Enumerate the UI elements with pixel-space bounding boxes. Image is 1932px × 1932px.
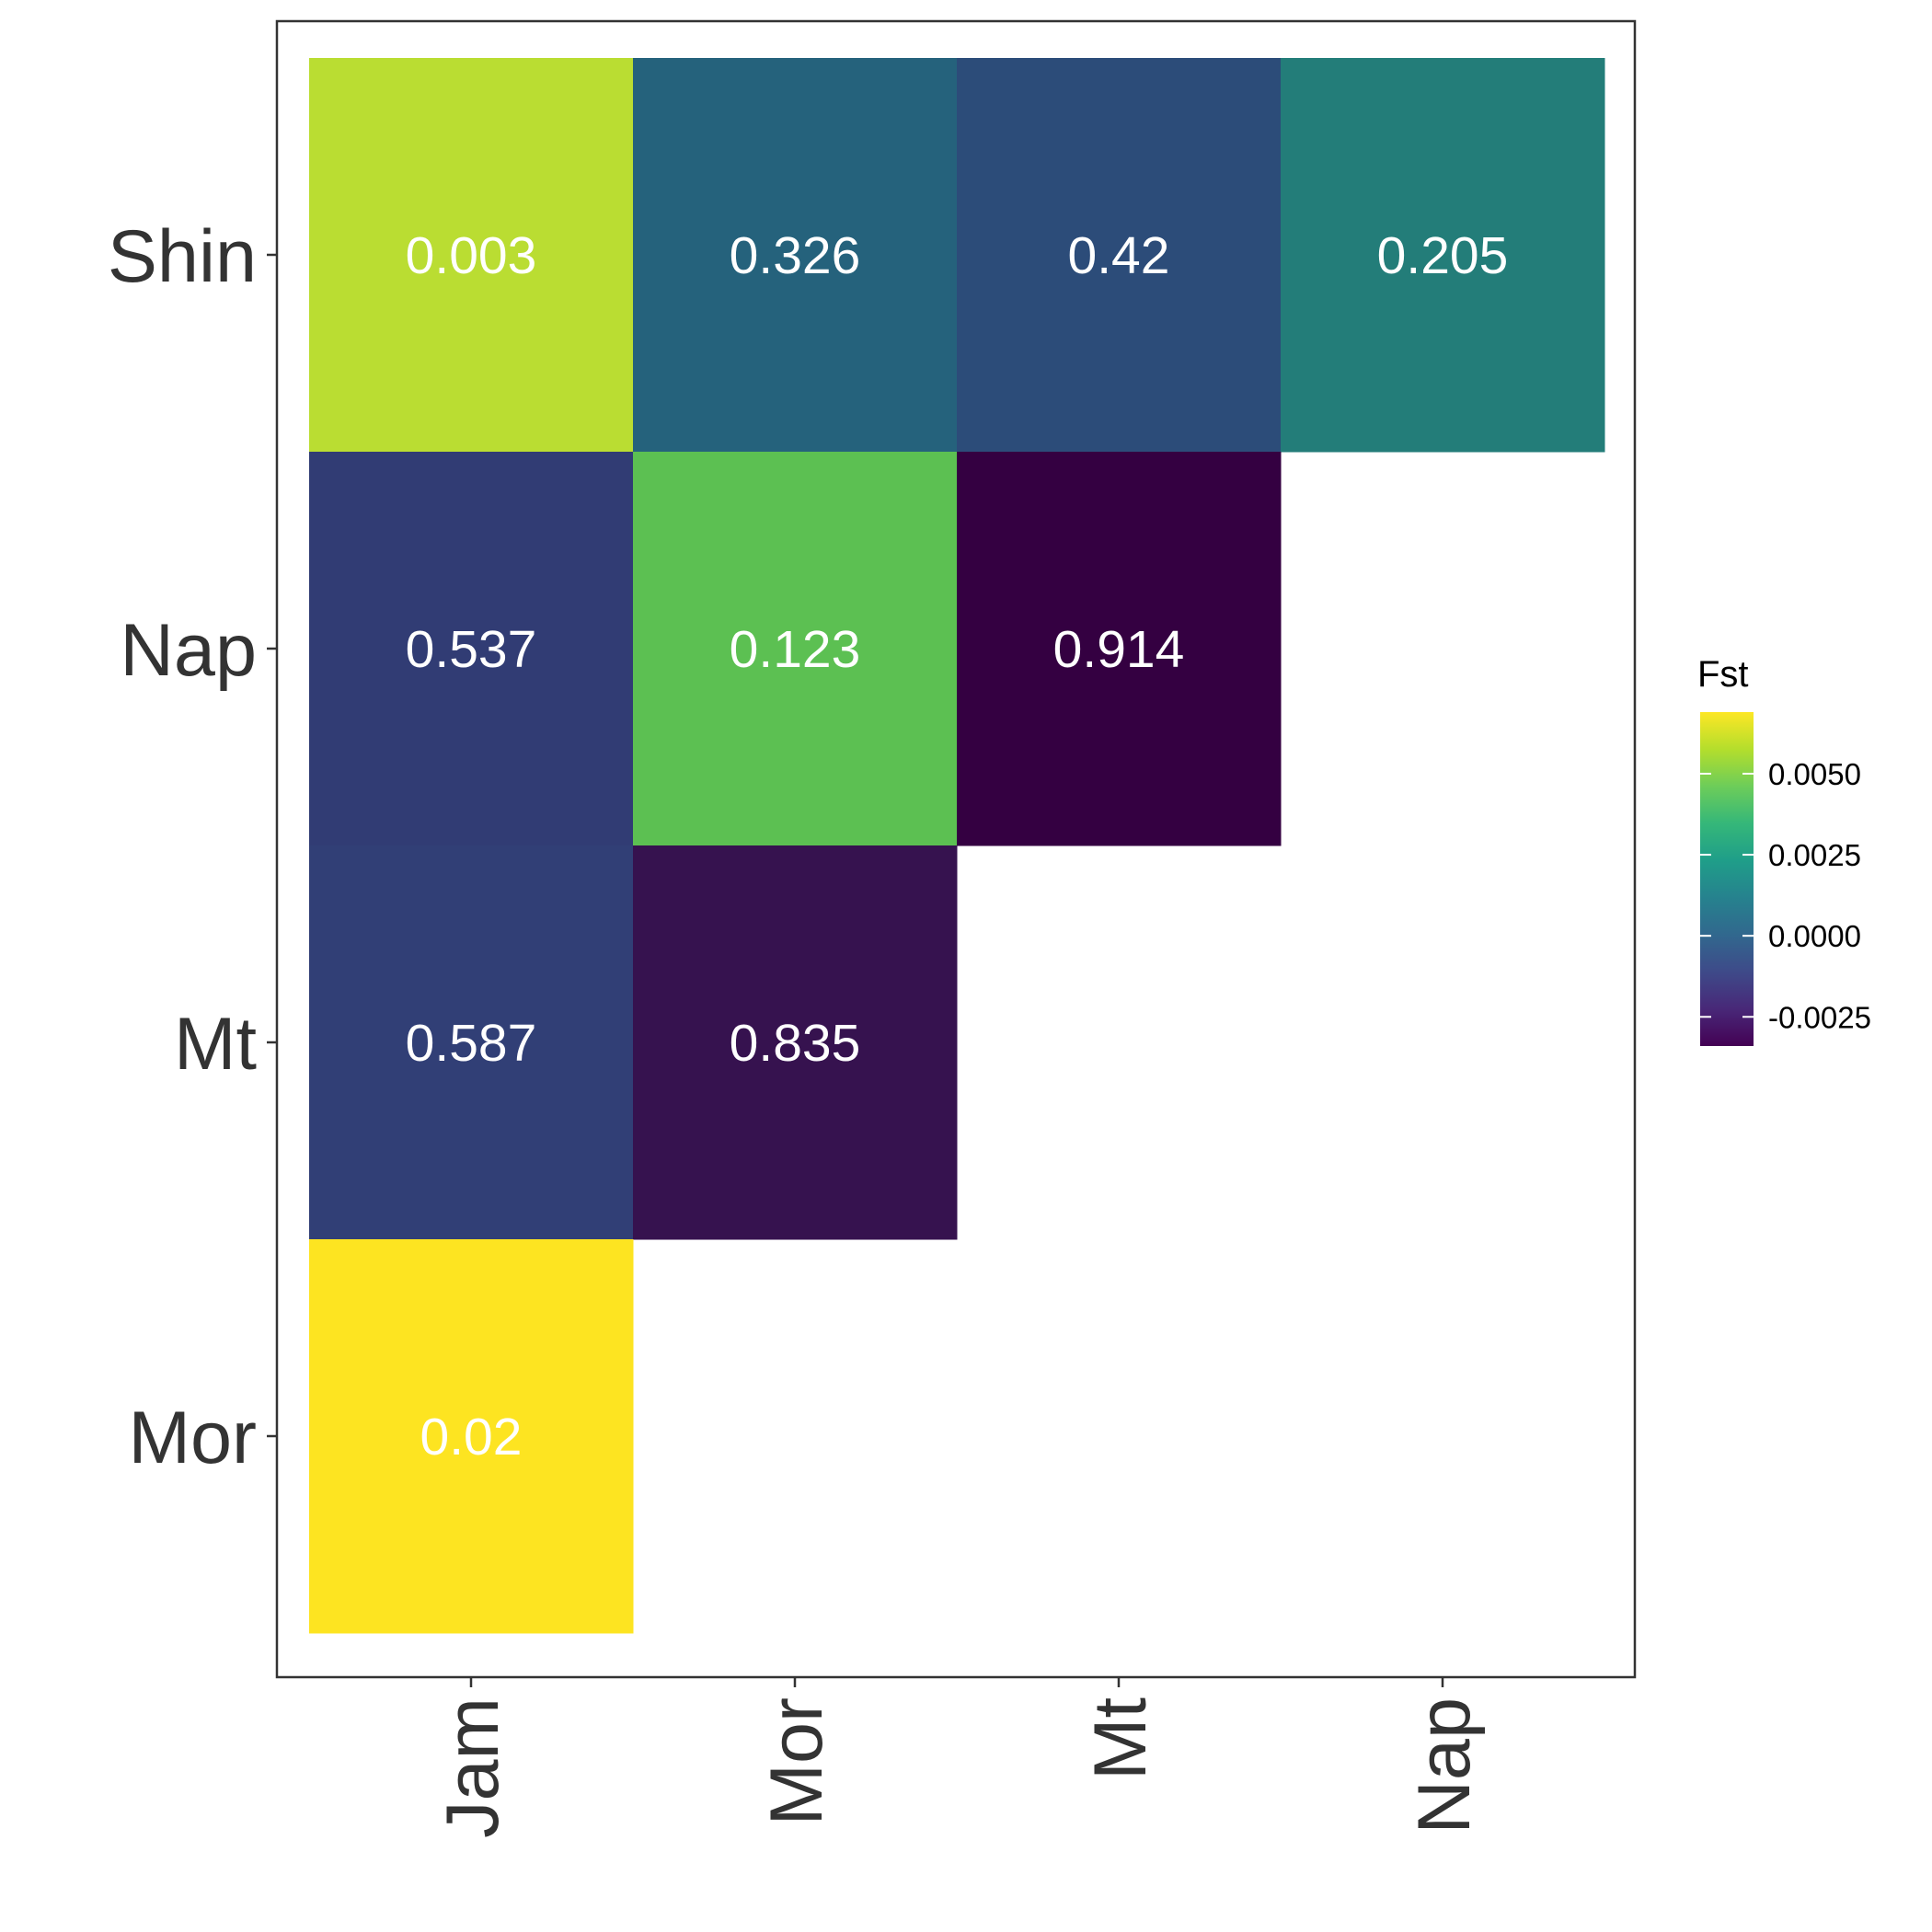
cell-value-label: 0.835 [730,1014,861,1073]
legend-tick-label: -0.0025 [1768,1000,1871,1034]
cell-value-label: 0.003 [406,226,537,285]
heatmap-cell-jam-nap [309,452,634,846]
heatmap-cell-mt-nap [957,452,1282,846]
heatmap-cell-jam-shin [309,58,634,453]
heatmap-cell-nap-shin [1281,58,1605,453]
y-tick-label-shin: Shin [108,215,257,298]
cell-value-label: 0.587 [406,1014,537,1073]
cell-value-label: 0.914 [1053,620,1185,679]
legend-colorbar [1700,712,1754,1046]
heatmap-cell-jam-mt [309,845,634,1240]
cell-value-label: 0.02 [420,1408,523,1466]
cell-value-label: 0.205 [1377,226,1509,285]
x-tick-label-nap: Nap [1403,1697,1486,1834]
cell-value-label: 0.42 [1068,226,1170,285]
y-tick-label-nap: Nap [120,609,257,692]
legend: Fst -0.0025 0.0000 0.0025 0.0050 [1697,654,1871,1046]
heatmap-cell-labels: 0.003 0.326 0.42 0.205 0.537 0.123 0.914 0.587 0… [406,226,1509,1466]
x-tick-label-mor: Mor [755,1697,838,1826]
legend-title: Fst [1697,654,1749,695]
heatmap-cell-mor-mt [633,845,958,1240]
heatmap-cell-mor-nap [633,452,958,846]
legend-tick-label: 0.0025 [1768,838,1861,872]
heatmap-cell-jam-mor [309,1239,634,1634]
heatmap-cell-mt-shin [957,58,1282,453]
x-tick-label-mt: Mt [1079,1697,1162,1780]
cell-value-label: 0.123 [730,620,861,679]
heatmap-cell-mor-shin [633,58,958,453]
legend-ticks: -0.0025 0.0000 0.0025 0.0050 [1700,757,1871,1034]
x-axis: Jam Mor Mt Nap [431,1677,1486,1838]
legend-tick-label: 0.0050 [1768,757,1861,791]
x-tick-label-jam: Jam [431,1697,514,1838]
y-axis: Mor Mt Nap Shin [108,215,277,1479]
y-tick-label-mor: Mor [129,1397,258,1479]
cell-value-label: 0.537 [406,620,537,679]
y-tick-label-mt: Mt [174,1003,257,1086]
legend-tick-label: 0.0000 [1768,919,1861,953]
plot-panel-border [275,19,1637,1679]
cell-value-label: 0.326 [730,226,861,285]
heatmap-cells [309,58,1605,1634]
